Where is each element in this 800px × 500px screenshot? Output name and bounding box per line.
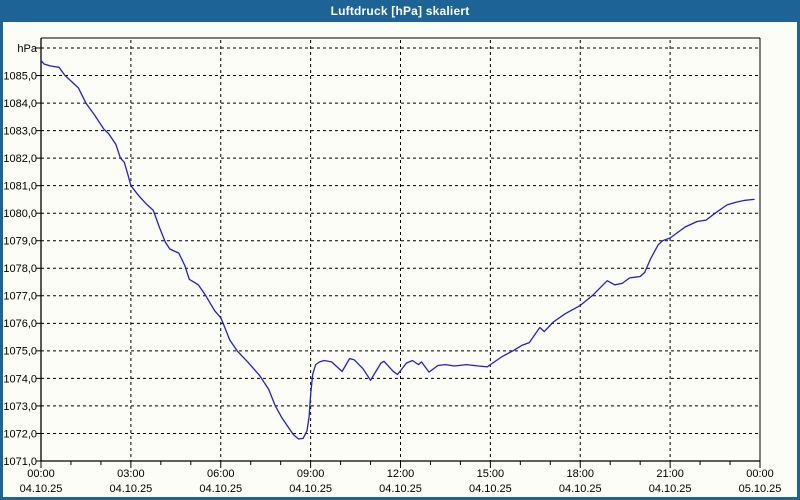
y-tick-label: 1074,0 (3, 373, 37, 385)
y-tick-label: 1080,0 (3, 208, 37, 220)
x-tick-time-label: 12:00 (387, 468, 415, 480)
y-tick-label: 1078,0 (3, 263, 37, 275)
y-tick-label: 1081,0 (3, 181, 37, 193)
y-axis-unit-label: hPa (17, 43, 37, 55)
y-tick-label: 1073,0 (3, 401, 37, 413)
x-tick-time-label: 06:00 (207, 468, 235, 480)
x-tick-date-label: 04.10.25 (109, 483, 152, 495)
y-axis-ticks (36, 47, 41, 462)
y-tick-label: 1075,0 (3, 346, 37, 358)
x-tick-time-label: 09:00 (297, 468, 325, 480)
y-tick-label: 1085,0 (3, 70, 37, 82)
x-tick-time-label: 00:00 (27, 468, 55, 480)
x-tick-date-label: 05.10.25 (739, 483, 782, 495)
x-tick-time-label: 15:00 (477, 468, 505, 480)
chart-title: Luftdruck [hPa] skaliert (330, 4, 470, 18)
x-tick-date-label: 04.10.25 (559, 483, 602, 495)
x-tick-date-label: 04.10.25 (199, 483, 242, 495)
window-titlebar: Luftdruck [hPa] skaliert (0, 0, 800, 22)
x-tick-time-label: 03:00 (117, 468, 145, 480)
x-tick-date-label: 04.10.25 (649, 483, 692, 495)
x-tick-date-label: 04.10.25 (20, 483, 63, 495)
x-tick-time-label: 21:00 (656, 468, 684, 480)
y-tick-label: 1071,0 (3, 456, 37, 468)
y-tick-label: 1079,0 (3, 236, 37, 248)
y-tick-label: 1084,0 (3, 98, 37, 110)
x-axis-labels: 00:00 04.10.25 03:00 04.10.25 06:00 04.10.25 0… (20, 468, 782, 495)
y-tick-label: 1077,0 (3, 291, 37, 303)
x-tick-date-label: 04.10.25 (379, 483, 422, 495)
y-tick-label: 1082,0 (3, 153, 37, 165)
x-tick-date-label: 04.10.25 (289, 483, 332, 495)
x-axis-ticks (40, 461, 761, 468)
y-tick-label: 1083,0 (3, 125, 37, 137)
y-tick-label: 1072,0 (3, 428, 37, 440)
x-tick-time-label: 18:00 (566, 468, 594, 480)
y-tick-label: 1076,0 (3, 318, 37, 330)
x-tick-date-label: 04.10.25 (469, 483, 512, 495)
pressure-series-line (40, 59, 755, 440)
x-tick-time-label: 00:00 (746, 468, 774, 480)
y-axis-labels: 1071,0 1072,0 1073,0 1074,0 1075,0 1076,0 1077… (3, 43, 38, 468)
